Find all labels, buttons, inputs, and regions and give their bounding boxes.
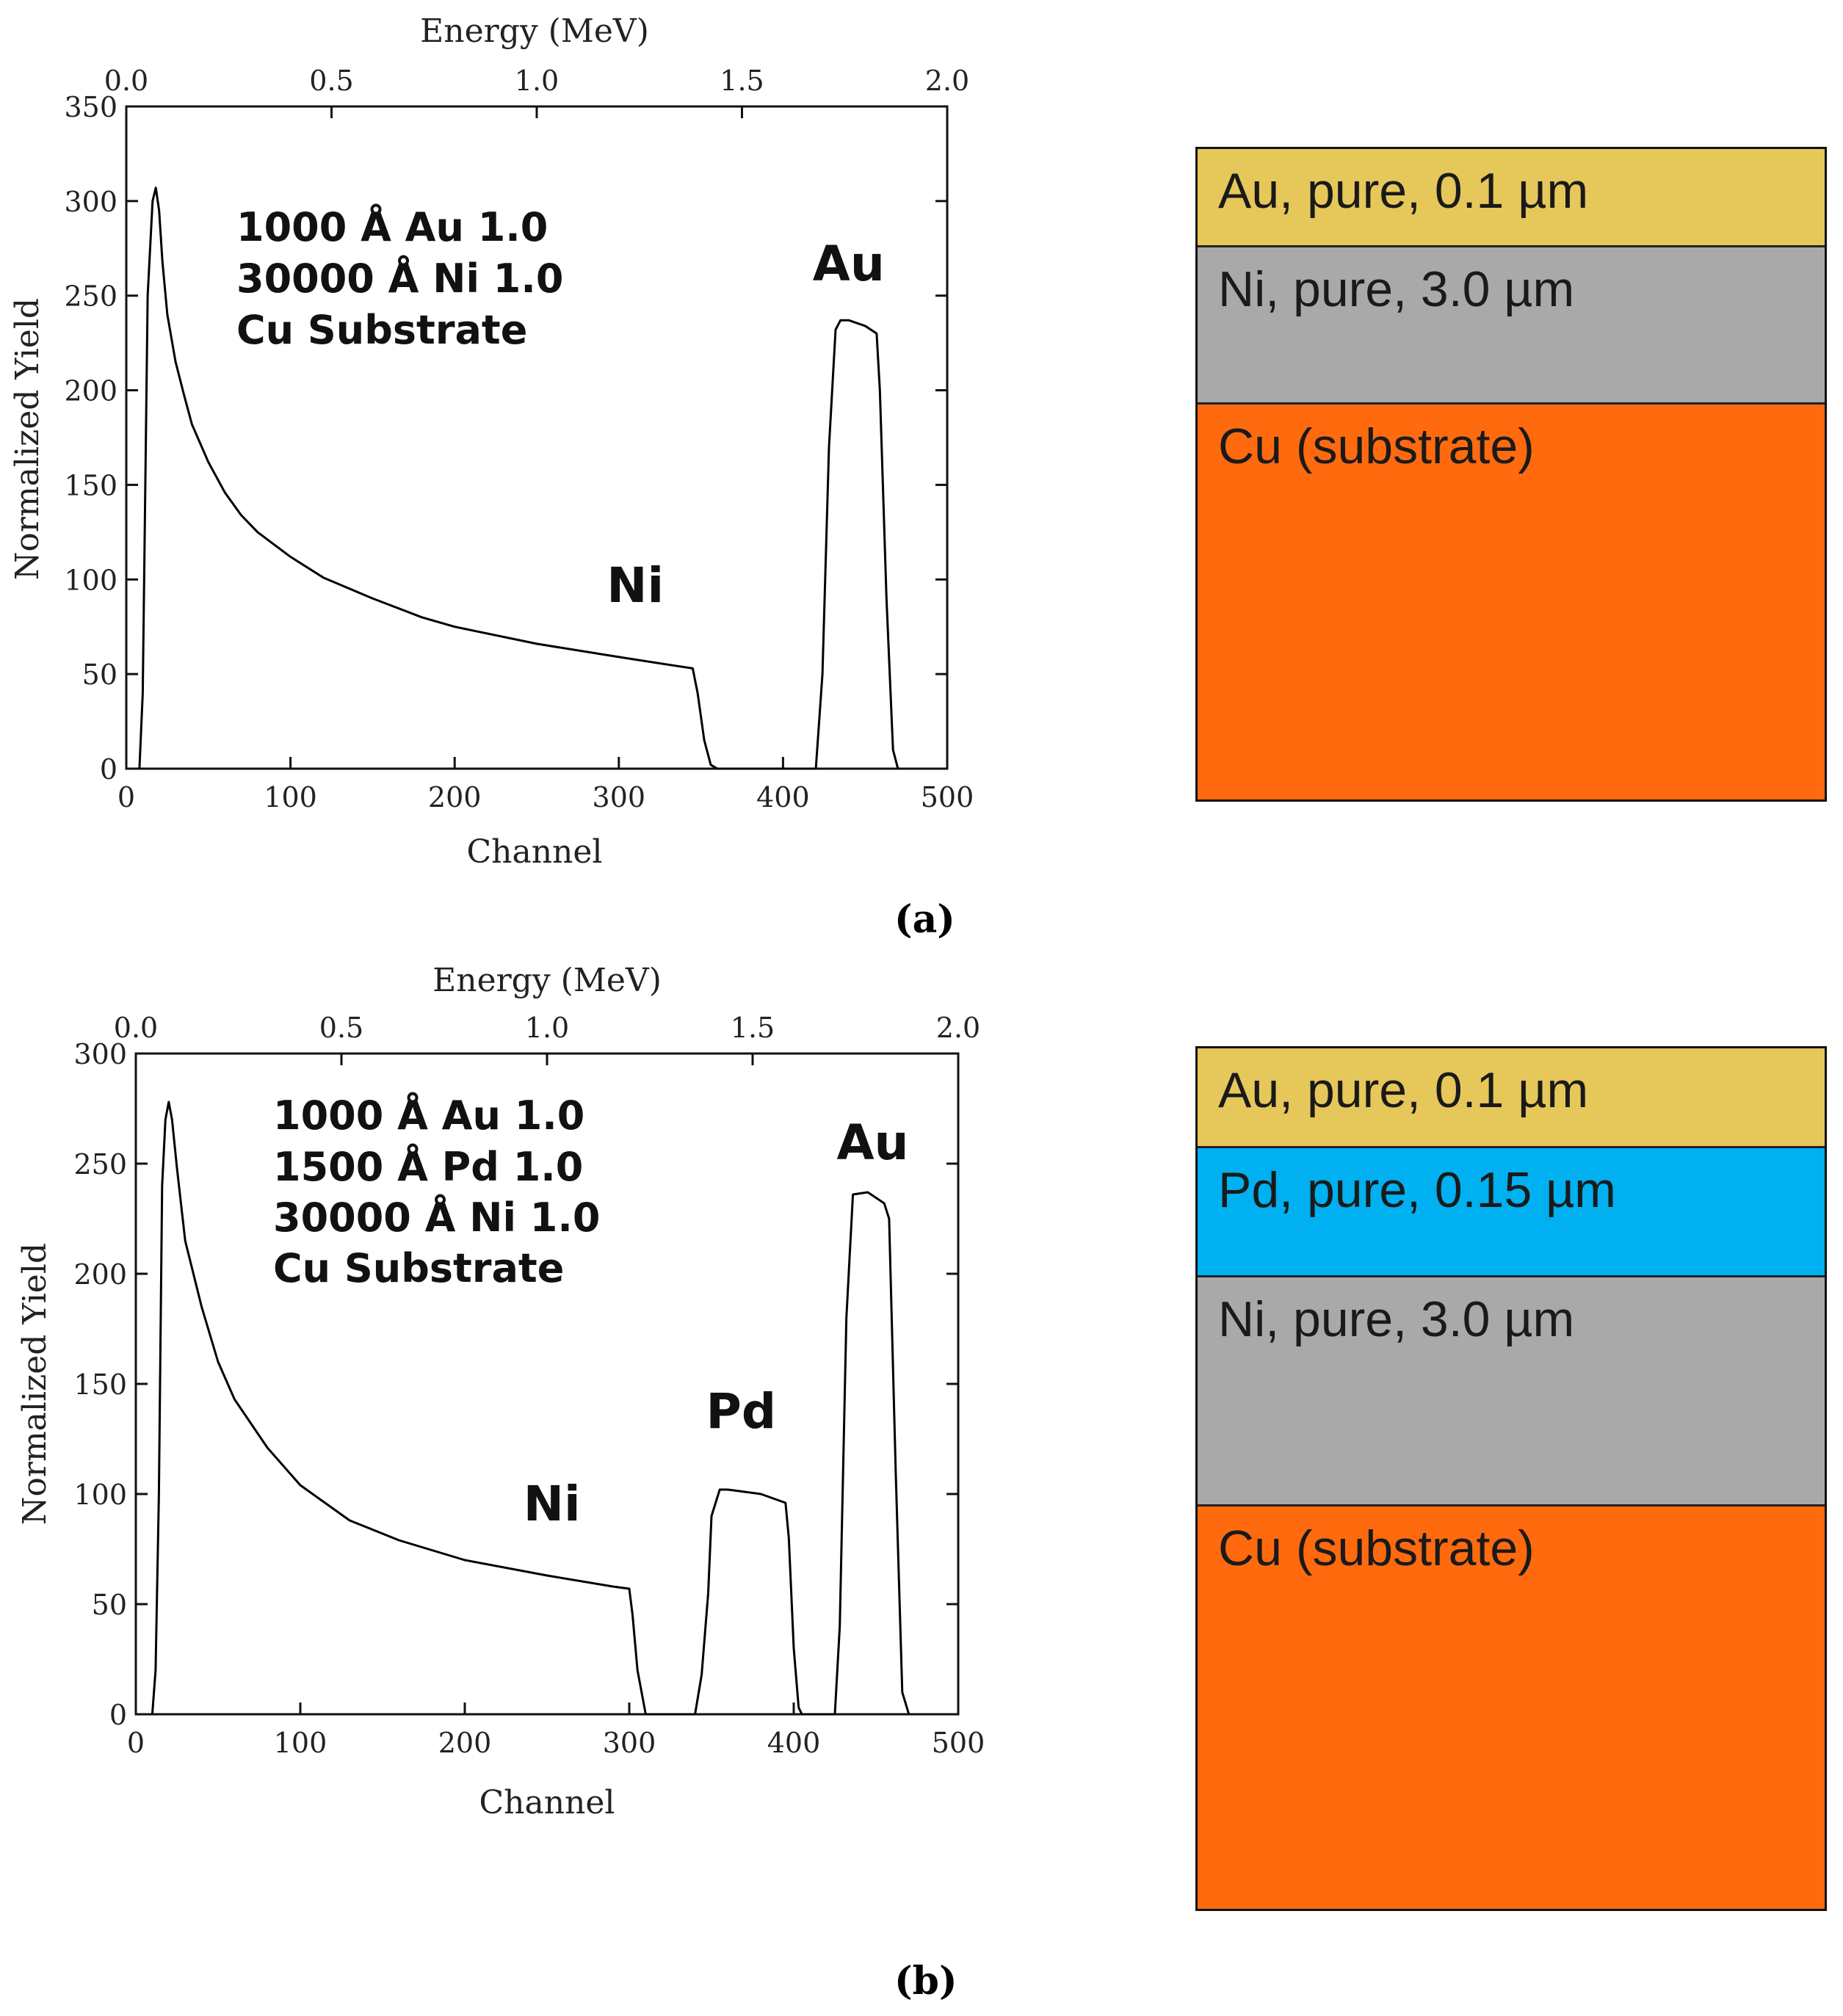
chart-b-top-axis-label: Energy (MeV) — [432, 962, 662, 999]
chart-b: Energy (MeV) 0.0 0.5 1.0 1.5 2.0 Normalized … — [16, 962, 985, 1821]
layer-a-ni: Ni, pure, 3.0 µm — [1198, 247, 1825, 405]
layer-b-ni-label: Ni, pure, 3.0 µm — [1218, 1291, 1575, 1347]
chart-b-peak-label-pd: Pd — [706, 1383, 777, 1440]
chart-b-top-tick-label-3: 1.5 — [731, 1012, 775, 1044]
chart-b-peak-label-ni: Ni — [524, 1476, 581, 1532]
chart-b-ytick-label-300: 300 — [73, 1038, 127, 1070]
caption-b: (b) — [894, 1959, 957, 2004]
chart-b-top-ticks: 0.0 0.5 1.0 1.5 2.0 — [114, 1012, 980, 1065]
layer-a-ni-label: Ni, pure, 3.0 µm — [1218, 261, 1575, 317]
chart-a-xtick-label-300: 300 — [593, 781, 646, 813]
chart-b-annotation-line-1: 1000 Å Au 1.0 — [273, 1092, 584, 1139]
chart-a-annotation-line-3: Cu Substrate — [236, 307, 527, 353]
chart-a-ytick-label-350: 350 — [64, 91, 117, 123]
chart-b-top-tick-label-1: 0.5 — [319, 1012, 363, 1044]
chart-a-peak-label-ni: Ni — [607, 557, 664, 614]
chart-b-annotation: 1000 Å Au 1.0 1500 Å Pd 1.0 30000 Å Ni 1… — [273, 1092, 600, 1291]
chart-a-ytick-label-100: 100 — [64, 564, 117, 596]
layer-stack-a: Au, pure, 0.1 µm Ni, pure, 3.0 µm Cu (su… — [1195, 147, 1827, 802]
chart-b-top-tick-label-4: 2.0 — [936, 1012, 980, 1044]
chart-b-ytick-label-0: 0 — [109, 1699, 127, 1731]
chart-a-annotation: 1000 Å Au 1.0 30000 Å Ni 1.0 Cu Substrat… — [236, 204, 563, 353]
chart-b-peak-label-au: Au — [836, 1114, 908, 1171]
chart-b-annotation-line-4: Cu Substrate — [273, 1245, 564, 1291]
chart-a-top-tick-label-4: 2.0 — [925, 65, 969, 97]
chart-a-y-ticks: 0 50 100 150 200 250 300 350 — [64, 91, 947, 786]
chart-a-xtick-label-100: 100 — [264, 781, 317, 813]
chart-a-peak-label-au: Au — [813, 236, 885, 292]
chart-a-top-axis-label: Energy (MeV) — [420, 12, 649, 50]
layer-b-pd: Pd, pure, 0.15 µm — [1198, 1148, 1825, 1277]
chart-a-top-tick-label-3: 1.5 — [720, 65, 764, 97]
chart-b-spectrum-line — [151, 1101, 910, 1716]
chart-a-ytick-label-0: 0 — [100, 753, 117, 786]
chart-a-xlabel: Channel — [466, 833, 602, 871]
layer-a-au: Au, pure, 0.1 µm — [1198, 149, 1825, 247]
chart-a-xtick-label-0: 0 — [117, 781, 135, 813]
chart-a-xtick-label-500: 500 — [921, 781, 974, 813]
chart-b-frame — [134, 1052, 960, 1716]
chart-b-ytick-label-100: 100 — [73, 1479, 127, 1511]
layer-a-au-label: Au, pure, 0.1 µm — [1218, 163, 1589, 219]
layer-stack-b: Au, pure, 0.1 µm Pd, pure, 0.15 µm Ni, p… — [1195, 1046, 1827, 1911]
chart-b-top-tick-label-0: 0.0 — [114, 1012, 158, 1044]
chart-b-xtick-label-200: 200 — [438, 1727, 492, 1759]
chart-a-xtick-label-400: 400 — [756, 781, 810, 813]
chart-b-xtick-label-300: 300 — [603, 1727, 656, 1759]
chart-b-xtick-label-100: 100 — [274, 1727, 327, 1759]
chart-a-frame — [125, 105, 949, 770]
chart-b-y-ticks: 0 50 100 150 200 250 300 — [73, 1038, 958, 1731]
layer-b-au-label: Au, pure, 0.1 µm — [1218, 1062, 1589, 1118]
layer-b-cu: Cu (substrate) — [1198, 1506, 1825, 1909]
chart-a-top-ticks: 0.0 0.5 1.0 1.5 2.0 — [104, 65, 969, 118]
layer-b-ni: Ni, pure, 3.0 µm — [1198, 1277, 1825, 1506]
layer-b-cu-label: Cu (substrate) — [1218, 1520, 1535, 1576]
chart-b-ytick-label-250: 250 — [73, 1148, 127, 1181]
chart-a: Energy (MeV) 0.0 0.5 1.0 1.5 2.0 Normalized … — [9, 12, 974, 871]
chart-a-top-tick-label-2: 1.0 — [515, 65, 559, 97]
chart-a-ytick-label-150: 150 — [64, 469, 117, 501]
chart-a-ylabel: Normalized Yield — [9, 298, 46, 580]
chart-a-top-tick-label-1: 0.5 — [309, 65, 353, 97]
chart-a-ytick-label-300: 300 — [64, 186, 117, 218]
chart-a-x-ticks: 0 100 200 300 400 500 — [117, 757, 974, 813]
chart-a-ytick-label-50: 50 — [82, 659, 117, 691]
layer-a-cu: Cu (substrate) — [1198, 405, 1825, 799]
chart-b-annotation-line-2: 1500 Å Pd 1.0 — [273, 1144, 583, 1190]
chart-a-ytick-label-250: 250 — [64, 280, 117, 313]
chart-b-xtick-label-400: 400 — [767, 1727, 821, 1759]
chart-a-annotation-line-1: 1000 Å Au 1.0 — [236, 204, 548, 250]
chart-a-ytick-label-200: 200 — [64, 375, 117, 407]
chart-b-xtick-label-0: 0 — [127, 1727, 145, 1759]
layer-a-cu-label: Cu (substrate) — [1218, 418, 1535, 474]
chart-b-x-ticks: 0 100 200 300 400 500 — [127, 1703, 985, 1759]
chart-b-xlabel: Channel — [479, 1784, 615, 1821]
layer-b-au: Au, pure, 0.1 µm — [1198, 1048, 1825, 1148]
chart-b-top-tick-label-2: 1.0 — [525, 1012, 569, 1044]
chart-a-top-tick-label-0: 0.0 — [104, 65, 148, 97]
chart-b-xtick-label-500: 500 — [932, 1727, 985, 1759]
chart-b-ytick-label-50: 50 — [92, 1589, 127, 1621]
chart-b-ylabel: Normalized Yield — [16, 1243, 54, 1525]
chart-b-annotation-line-3: 30000 Å Ni 1.0 — [273, 1194, 600, 1241]
layer-b-pd-label: Pd, pure, 0.15 µm — [1218, 1162, 1616, 1218]
chart-a-xtick-label-200: 200 — [428, 781, 482, 813]
chart-a-annotation-line-2: 30000 Å Ni 1.0 — [236, 255, 563, 302]
chart-b-ytick-label-150: 150 — [73, 1368, 127, 1401]
chart-b-ytick-label-200: 200 — [73, 1258, 127, 1291]
caption-a: (a) — [894, 897, 955, 942]
chart-a-spectrum-line — [138, 186, 899, 770]
